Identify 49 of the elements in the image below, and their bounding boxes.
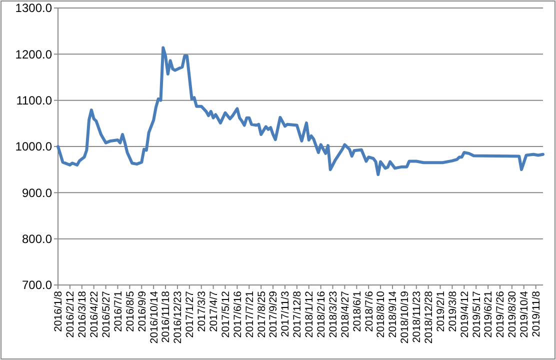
x-tick-label: 2016/8/5 — [124, 290, 136, 332]
x-tick-label: 2018/11/23 — [411, 290, 424, 343]
y-tick-label: 1100.0 — [16, 94, 52, 108]
y-tick-label: 700.0 — [22, 278, 52, 292]
x-tick-label: 2017/3/3 — [196, 290, 208, 332]
x-tick-label: 2018/6/1 — [351, 290, 364, 332]
x-tick-label: 2016/10/14 — [148, 290, 160, 344]
x-tick-label: 2017/6/16 — [232, 290, 244, 338]
x-tick-label: 2018/3/23 — [327, 290, 340, 338]
x-tick-label: 2016/12/23 — [172, 290, 184, 344]
x-tick-label: 2018/10/19 — [399, 290, 412, 344]
y-tick-label: 1200.0 — [15, 47, 52, 62]
x-tick-label: 2016/2/12 — [64, 290, 77, 338]
x-tick-label: 2019/4/12 — [458, 290, 471, 338]
x-tick-label: 2016/9/9 — [136, 290, 148, 332]
x-tick-label: 2017/12/8 — [292, 290, 304, 338]
line-series — [56, 46, 544, 176]
x-tick-label: 2017/5/12 — [220, 290, 232, 338]
x-tick-label: 2016/1/8 — [52, 290, 65, 332]
x-tick-label: 2019/6/21 — [482, 290, 495, 338]
x-tick-label: 2019/7/26 — [494, 290, 507, 338]
x-tick-label: 2019/8/30 — [506, 290, 519, 338]
x-tick-label: 2018/12/28 — [422, 290, 435, 344]
x-tick-label: 2019/5/17 — [470, 290, 483, 338]
x-tick-label: 2017/1/27 — [184, 290, 196, 338]
x-tick-label: 2017/11/3 — [280, 290, 292, 337]
x-tick-label: 2018/8/10 — [375, 290, 388, 338]
x-tick-label: 2017/4/7 — [208, 290, 220, 332]
x-tick-label: 2019/11/8 — [530, 290, 543, 337]
x-tick-label: 2017/9/29 — [268, 290, 280, 338]
y-tick-label: 1000.0 — [15, 140, 52, 154]
x-tick-label: 2016/11/18 — [160, 290, 172, 343]
x-tick-label: 2019/3/8 — [446, 290, 459, 332]
x-tick-label: 2018/4/27 — [339, 290, 352, 338]
x-tick-label: 2018/9/14 — [387, 290, 400, 338]
x-tick-label: 2019/2/1 — [434, 290, 447, 332]
y-tick-label: 900.0 — [22, 186, 52, 200]
x-tick-label: 2016/3/18 — [76, 290, 89, 338]
x-tick-label: 2018/7/6 — [363, 290, 376, 332]
x-tick-label: 2018/2/16 — [315, 290, 328, 338]
x-tick-label: 2017/7/21 — [244, 290, 256, 338]
x-tick-label: 2016/5/27 — [100, 290, 112, 338]
x-tick-label: 2016/4/22 — [88, 290, 101, 338]
y-tick-label: 800.0 — [22, 232, 52, 246]
x-tick-label: 2017/8/25 — [256, 290, 268, 338]
x-tick-label: 2019/10/4 — [518, 290, 531, 338]
x-tick-label: 2016/7/1 — [112, 290, 124, 332]
y-tick-label: 1300.0 — [15, 1, 52, 16]
x-tick-label: 2018/1/12 — [304, 290, 316, 338]
